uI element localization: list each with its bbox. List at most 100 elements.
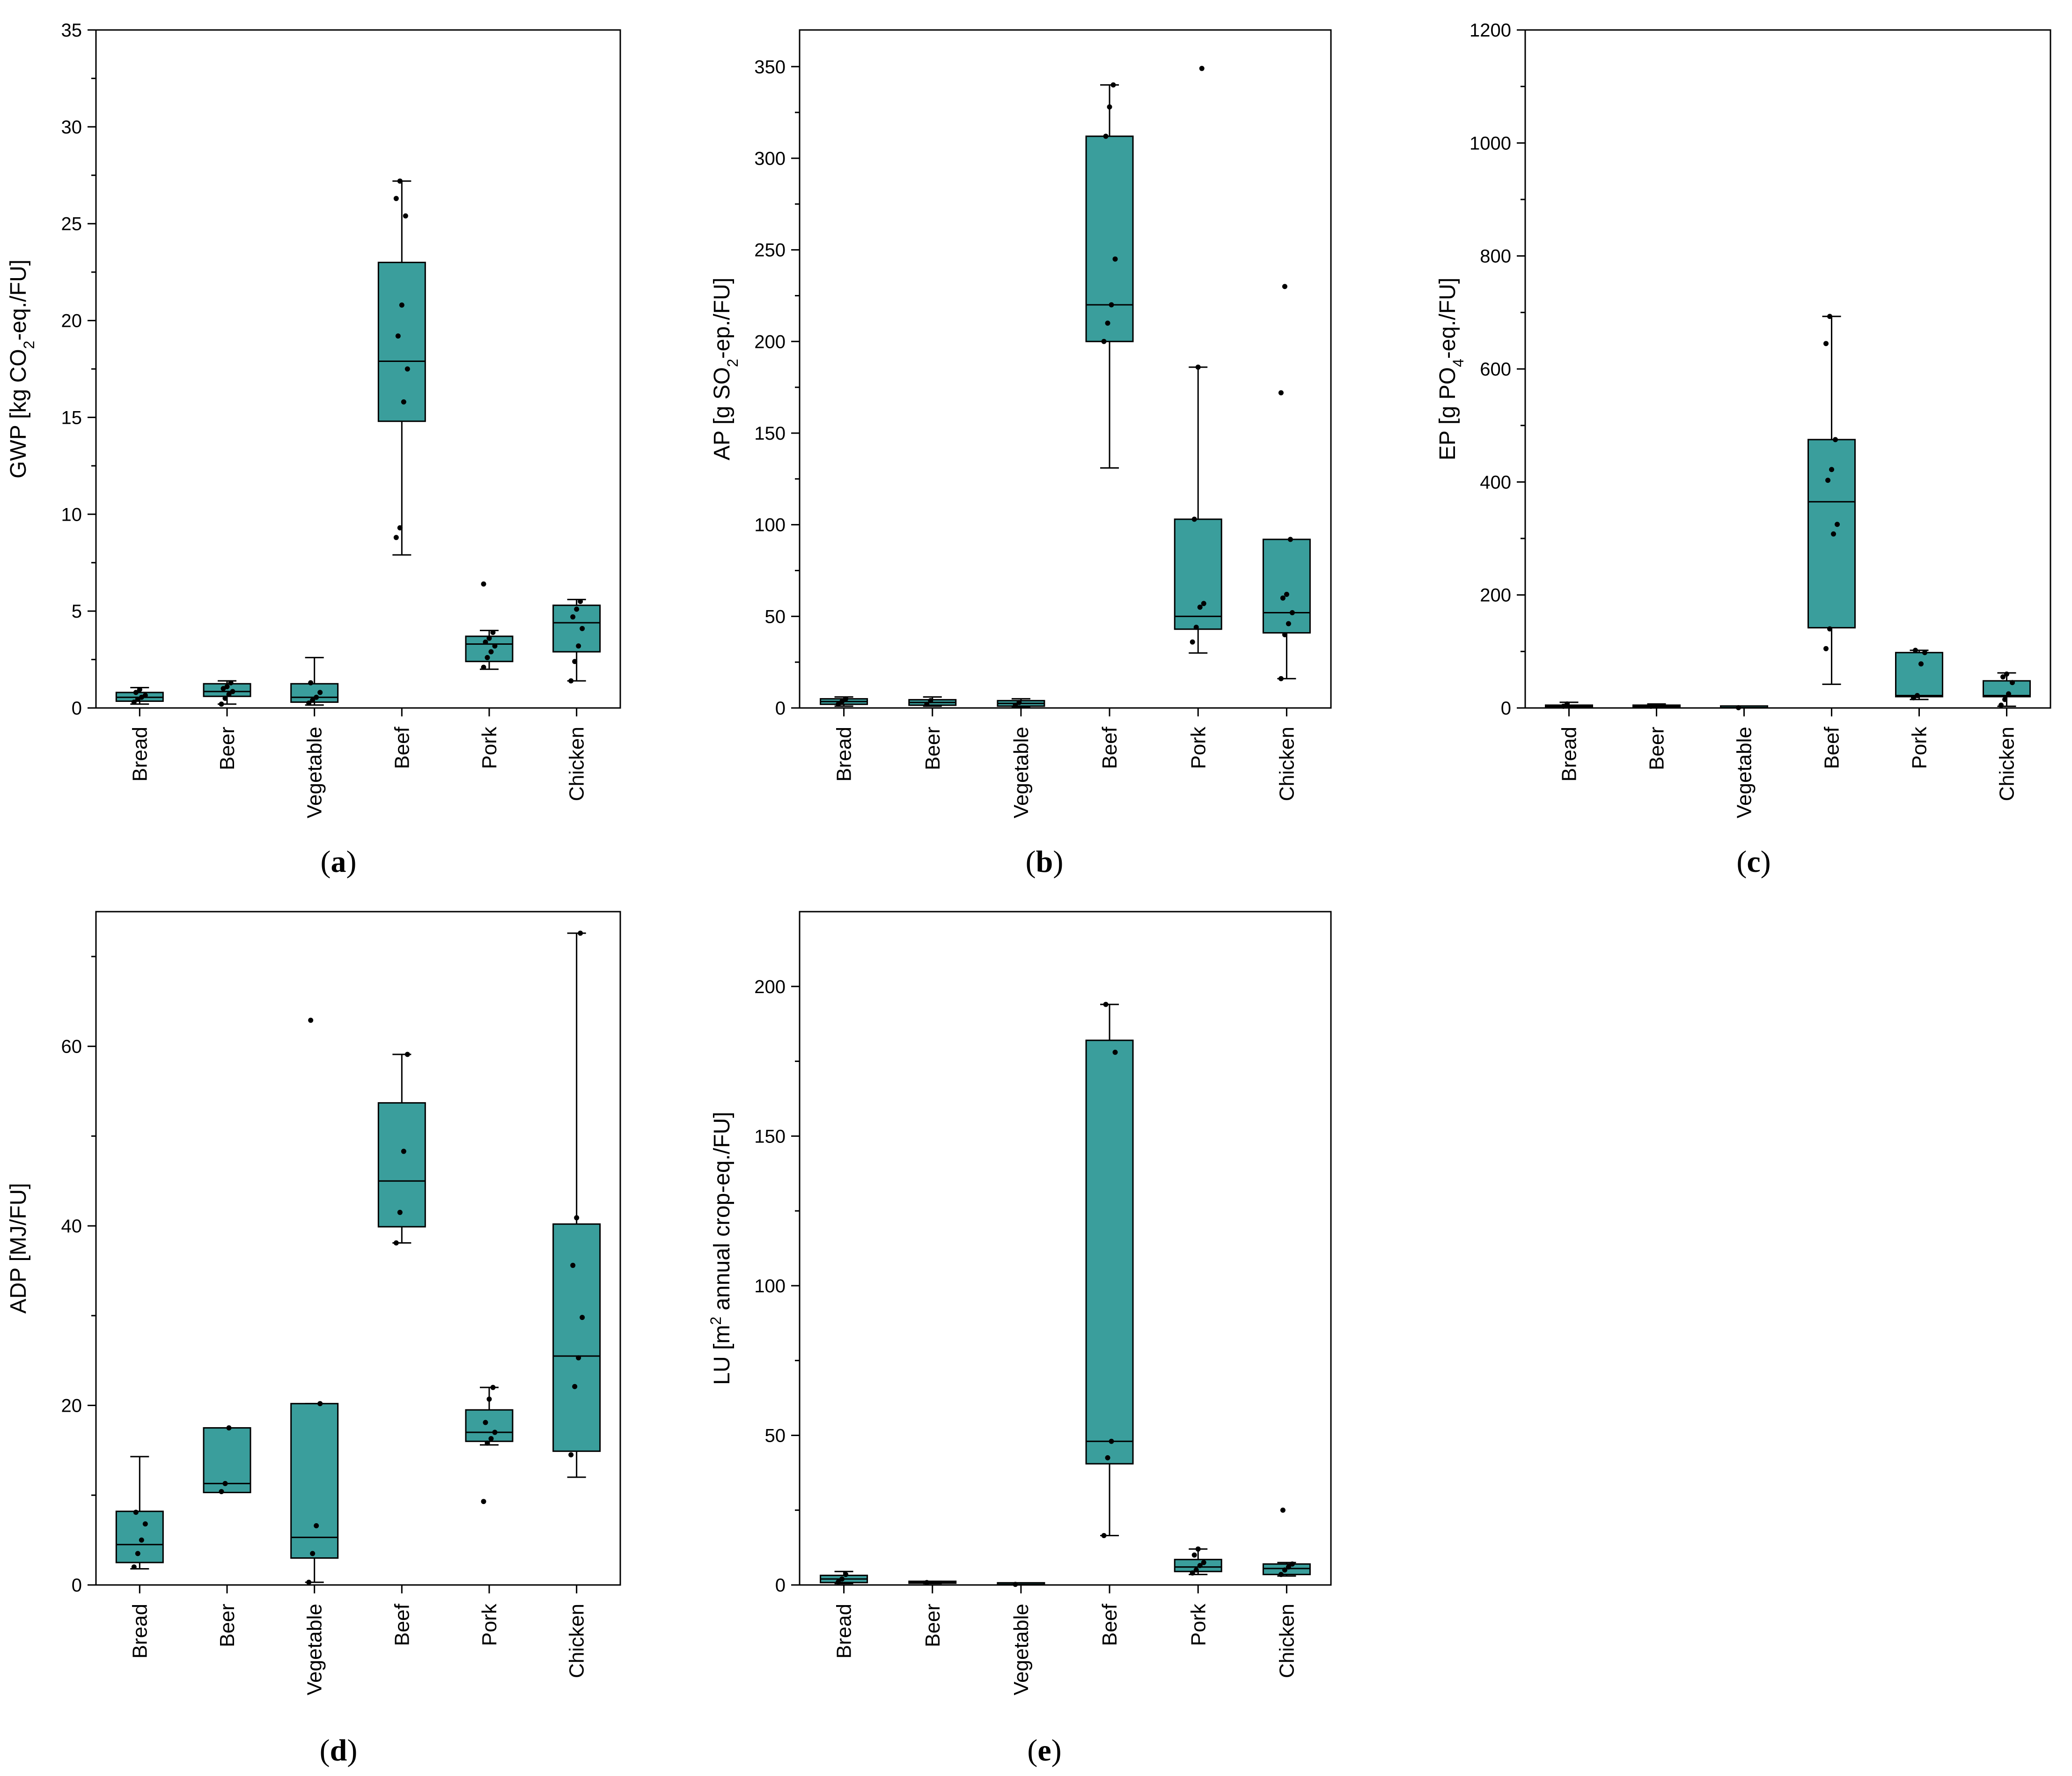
y-tick-label: 100 [754, 515, 786, 536]
panel-label-open: ( [1026, 845, 1036, 879]
y-axis-label-d: ADP [MJ/FU] [6, 1183, 31, 1313]
data-point [224, 684, 230, 689]
data-point [580, 626, 585, 631]
data-point [492, 643, 498, 649]
y-tick-label: 600 [1480, 359, 1511, 380]
data-point [1197, 604, 1203, 610]
data-point [1823, 646, 1829, 651]
data-point [1918, 661, 1924, 667]
category-label-vegetable: Vegetable [1010, 727, 1033, 818]
data-point [1282, 1567, 1287, 1573]
data-point [1565, 701, 1570, 707]
box-beer [908, 1580, 957, 1585]
box-vegetable [997, 1582, 1045, 1587]
data-point [1282, 284, 1287, 289]
box-iqr [377, 1102, 426, 1228]
y-tick-label: 400 [1480, 472, 1511, 493]
data-point [576, 643, 581, 649]
y-tick-label: 20 [61, 1396, 82, 1416]
data-point [133, 690, 139, 695]
y-axis-label-text-end: -eq./FU] [6, 259, 31, 340]
data-point [1278, 1572, 1284, 1577]
category-label-bread: Bread [128, 727, 151, 781]
data-point [1191, 1552, 1197, 1558]
data-point [1829, 467, 1834, 472]
data-point [1016, 700, 1022, 705]
data-point [1103, 133, 1109, 139]
data-point [1835, 522, 1840, 527]
data-point [1195, 364, 1201, 370]
data-point [1278, 676, 1284, 681]
data-point [1201, 1560, 1206, 1565]
panel-label-close: ) [1053, 845, 1063, 879]
data-point [836, 701, 841, 707]
y-tick-label: 50 [765, 606, 786, 627]
data-point [2010, 680, 2015, 685]
data-point [1101, 339, 1107, 344]
box-bread [1545, 701, 1593, 709]
data-point [488, 1436, 494, 1441]
data-point [393, 535, 399, 540]
y-tick-label: 150 [754, 1126, 786, 1147]
y-axis-label-subscript: 2 [724, 359, 741, 367]
panel-a: 0 5 10 15 20 25 30 35 GWP [kg CO2-eq./FU] Bread Be… [6, 20, 621, 879]
y-axis-label-subscript: 4 [1450, 359, 1467, 367]
category-label-beef: Beef [390, 1603, 413, 1646]
plot-frame-d [95, 911, 621, 1586]
data-point [308, 680, 314, 685]
data-point [843, 1572, 849, 1577]
data-point [131, 1564, 137, 1570]
data-point [1201, 601, 1206, 606]
category-label-beer: Beer [216, 727, 239, 770]
data-point [310, 697, 316, 703]
category-label-beef: Beef [390, 726, 413, 769]
y-axis-label-b: AP [g SO2-ep./FU] [710, 278, 741, 460]
box-beef [1807, 314, 1856, 685]
data-point [485, 1440, 490, 1446]
y-tick-label: 1000 [1470, 133, 1511, 154]
category-label-vegetable: Vegetable [303, 727, 326, 818]
box-vegetable [290, 656, 339, 706]
y-tick-label: 0 [72, 698, 82, 719]
category-label-pork: Pork [1187, 726, 1210, 769]
y-axis-label-text-end: -eq./FU] [1435, 278, 1460, 359]
box-bread [115, 687, 164, 705]
category-label-chicken: Chicken [1275, 1604, 1298, 1678]
box-vegetable [290, 1017, 339, 1585]
data-point [1913, 648, 1918, 653]
category-label-beer: Beer [1646, 727, 1668, 770]
panel-label-b: (b) [1026, 845, 1064, 879]
data-point [131, 700, 137, 705]
data-point [486, 1396, 492, 1402]
category-label-vegetable: Vegetable [303, 1604, 326, 1695]
y-axis-label-a: GWP [kg CO2-eq./FU] [6, 259, 37, 479]
y-axis-label-text: GWP [kg CO [6, 349, 31, 479]
data-point [1284, 591, 1289, 597]
panel-label-a: (a) [321, 845, 357, 879]
box-chicken [1262, 1507, 1311, 1577]
panel-label-close: ) [1761, 845, 1771, 879]
data-point [1109, 302, 1114, 308]
data-point [222, 1481, 228, 1486]
data-point [1561, 703, 1566, 709]
category-label-pork: Pork [478, 1603, 501, 1646]
y-tick-label: 100 [754, 1276, 786, 1297]
data-point [488, 649, 494, 655]
data-point [481, 1499, 486, 1504]
box-vegetable [1720, 705, 1768, 710]
box-chicken [1262, 284, 1311, 681]
data-point [1110, 82, 1116, 88]
data-point [572, 659, 578, 664]
data-point [133, 1510, 139, 1515]
data-point [393, 196, 399, 201]
data-point [2000, 674, 2006, 680]
panel-label-close: ) [347, 1733, 357, 1768]
category-label-pork: Pork [1187, 1603, 1210, 1646]
panel-label-e: (e) [1027, 1733, 1061, 1768]
box-vegetable [997, 698, 1045, 708]
data-point [139, 1537, 144, 1543]
data-point [1736, 705, 1741, 710]
panel-label-open: ( [320, 1733, 330, 1768]
